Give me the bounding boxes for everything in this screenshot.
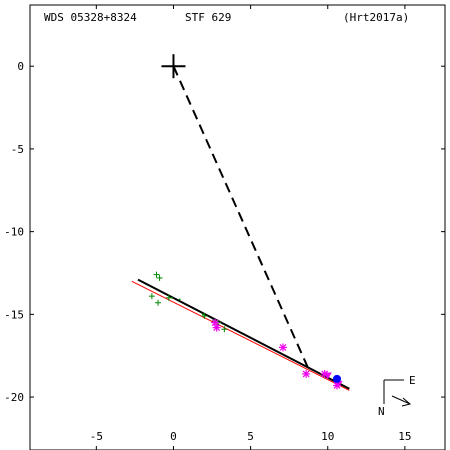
asterisk-data-point: [212, 323, 221, 332]
plus-data-point: [165, 294, 172, 301]
axis-tick-labels: -5 0 5 10 15 0 -5 -10 -15 -20: [4, 60, 411, 443]
plus-data-point: [148, 293, 155, 300]
compass-indicator: E N: [378, 374, 416, 418]
plus-data-point: [221, 326, 228, 333]
primary-to-companion-dashed-line: [172, 65, 311, 372]
plus-data-point: [155, 299, 162, 306]
motion-arrow-head: [401, 397, 412, 407]
compass-east-label: E: [409, 374, 416, 387]
y-tick-label: -20: [4, 391, 24, 404]
x-tick-label: 15: [398, 430, 411, 443]
latest-position-point: [333, 374, 342, 383]
header-reference-label: (Hrt2017a): [343, 11, 409, 24]
plus-data-point: [153, 271, 160, 278]
dot-data-point: [178, 298, 181, 301]
x-tick-label: 10: [321, 430, 334, 443]
y-tick-label: -10: [4, 226, 24, 239]
plus-data-point: [156, 274, 163, 281]
primary-star-marker: [161, 54, 186, 79]
plot-frame: [29, 4, 446, 450]
y-tick-label: -15: [4, 308, 24, 321]
asterisk-d2: [302, 370, 310, 378]
plot-lines: [131, 65, 350, 391]
asterisk-d2: [211, 319, 219, 327]
y-tick-label: 0: [17, 60, 24, 73]
y-tick-label: -5: [11, 143, 24, 156]
asterisk-data-point: [302, 369, 311, 378]
header-star-label: STF 629: [185, 11, 231, 24]
dot-data-point: [201, 313, 204, 316]
dot-data-point: [171, 296, 173, 299]
compass-north-label: N: [378, 405, 385, 418]
asterisk-data-point: [279, 343, 288, 352]
x-tick-label: -5: [90, 430, 103, 443]
red-fit-line: [131, 280, 350, 391]
x-tick-label: 5: [247, 430, 254, 443]
header-wds-label: WDS 05328+8324: [44, 11, 137, 24]
plot-border: [29, 4, 446, 450]
x-tick-label: 0: [170, 430, 177, 443]
plot-points: [148, 54, 343, 390]
asterisk-d2: [213, 324, 221, 332]
asterisk-d2: [279, 344, 287, 351]
triangle-data-point: [323, 372, 332, 380]
motion-arrow-shaft: [391, 395, 411, 405]
black-fit-line: [137, 278, 350, 390]
plus-data-point: [201, 313, 208, 320]
